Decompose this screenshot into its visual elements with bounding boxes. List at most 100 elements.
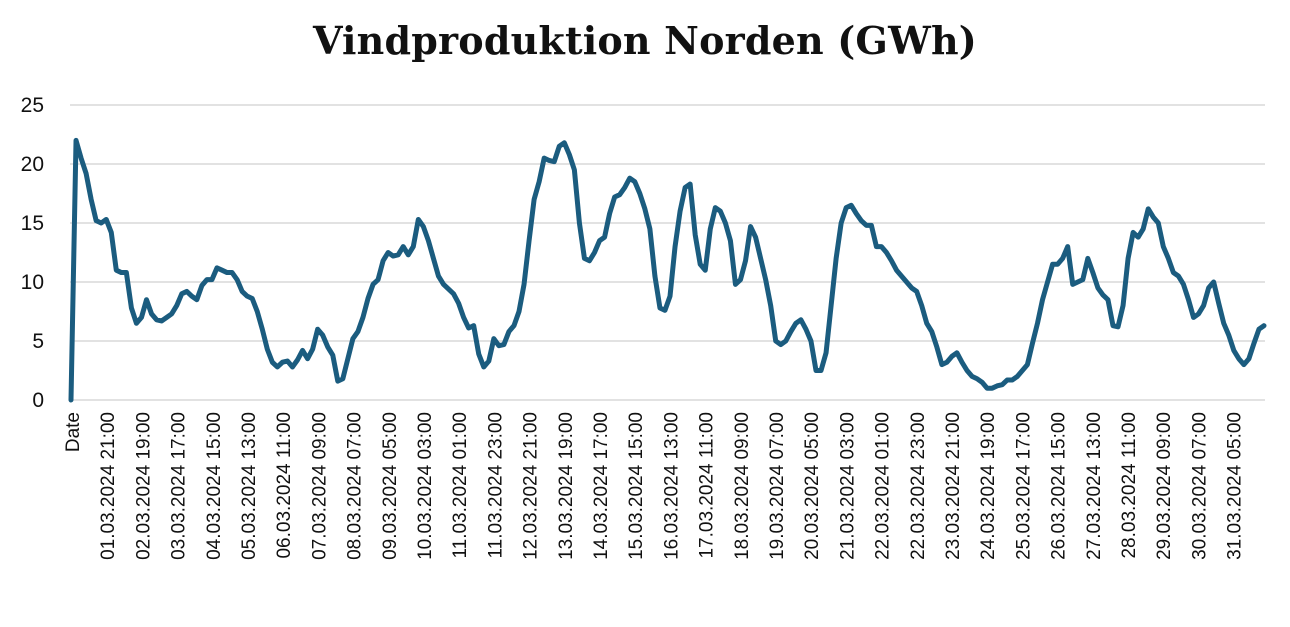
data-point: [1127, 257, 1129, 260]
data-point: [830, 304, 832, 307]
data-point: [976, 377, 978, 380]
data-point: [588, 259, 591, 262]
data-point: [1021, 369, 1024, 372]
data-point: [432, 257, 435, 260]
data-point: [1016, 375, 1019, 378]
data-point: [815, 369, 817, 372]
data-point: [639, 192, 641, 195]
data-point: [160, 320, 163, 322]
data-point: [1031, 342, 1034, 345]
data-point: [674, 245, 676, 248]
data-point: [1081, 278, 1084, 281]
data-point: [306, 357, 309, 360]
data-point: [357, 330, 359, 333]
data-point: [1222, 322, 1225, 325]
data-point: [1182, 283, 1185, 286]
data-point: [493, 337, 495, 340]
data-point: [1001, 383, 1004, 386]
data-point: [669, 295, 671, 297]
data-point: [538, 180, 540, 183]
data-point: [910, 287, 913, 289]
data-point: [321, 334, 324, 336]
data-point: [70, 399, 72, 401]
data-point: [477, 353, 480, 355]
data-point: [392, 255, 394, 257]
data-point: [246, 295, 248, 297]
data-point: [734, 283, 737, 286]
data-point: [704, 269, 707, 272]
data-point: [105, 218, 108, 221]
data-point: [1036, 322, 1039, 325]
data-point: [417, 218, 420, 221]
data-point: [739, 278, 742, 281]
data-point: [744, 259, 747, 262]
data-point: [563, 141, 566, 144]
x-tick-label: 12.03.2024 21:00: [521, 412, 542, 560]
data-point: [835, 257, 837, 260]
data-point: [276, 366, 279, 368]
data-point: [1026, 363, 1029, 366]
data-point: [387, 251, 389, 254]
x-tick-label: 27.03.2024 13:00: [1084, 412, 1105, 560]
data-point: [598, 239, 601, 242]
data-point: [407, 254, 410, 256]
data-point: [875, 245, 878, 248]
data-point: [170, 313, 173, 315]
data-point: [155, 318, 158, 321]
data-point: [402, 245, 405, 248]
data-point: [513, 324, 515, 327]
data-point: [342, 377, 344, 380]
data-point: [724, 222, 727, 224]
data-point: [900, 275, 903, 277]
data-point: [251, 297, 254, 300]
data-point: [613, 196, 616, 198]
x-tick-label: 25.03.2024 17:00: [1013, 412, 1034, 560]
x-tick-label: 30.03.2024 07:00: [1189, 412, 1210, 560]
data-point: [644, 208, 646, 210]
data-point: [1157, 222, 1160, 224]
data-point: [810, 340, 812, 342]
data-point: [110, 231, 113, 234]
data-point: [1122, 304, 1124, 307]
data-point: [805, 328, 807, 331]
data-point: [981, 381, 983, 384]
data-point: [603, 236, 606, 238]
data-point: [1177, 275, 1180, 277]
x-axis-ticks: Date 01.03.2024 21:00 02.03.2024 19:00 03.0…: [63, 412, 1246, 560]
data-point: [795, 322, 797, 325]
series-group: [68, 137, 1267, 403]
x-tick-label: 19.03.2024 07:00: [767, 412, 788, 560]
data-point: [1142, 228, 1144, 230]
data-point: [347, 357, 349, 360]
x-tick-label: 26.03.2024 15:00: [1049, 412, 1070, 560]
data-point: [870, 224, 873, 227]
data-point: [221, 269, 223, 272]
data-point: [1117, 326, 1119, 328]
data-point: [1207, 287, 1210, 289]
data-point: [820, 369, 822, 372]
data-point: [1006, 379, 1009, 381]
x-tick-label: 11.03.2024 01:00: [450, 412, 471, 559]
data-point: [1258, 328, 1260, 331]
data-point: [553, 160, 556, 163]
data-point: [1066, 245, 1069, 248]
data-point: [1197, 313, 1200, 315]
data-point: [865, 224, 868, 227]
data-point: [1238, 357, 1240, 360]
data-point: [1107, 298, 1109, 301]
data-point: [951, 355, 953, 358]
data-point: [1212, 281, 1215, 283]
data-point: [699, 263, 702, 266]
data-point: [1071, 283, 1074, 286]
data-point: [1152, 216, 1155, 218]
data-point: [649, 228, 651, 230]
data-point: [1172, 271, 1175, 274]
data-point: [946, 361, 948, 364]
data-point: [311, 348, 314, 351]
data-point: [316, 328, 319, 331]
data-point: [1076, 281, 1079, 283]
data-point: [533, 198, 535, 201]
data-point: [850, 204, 853, 207]
data-point: [397, 254, 399, 256]
